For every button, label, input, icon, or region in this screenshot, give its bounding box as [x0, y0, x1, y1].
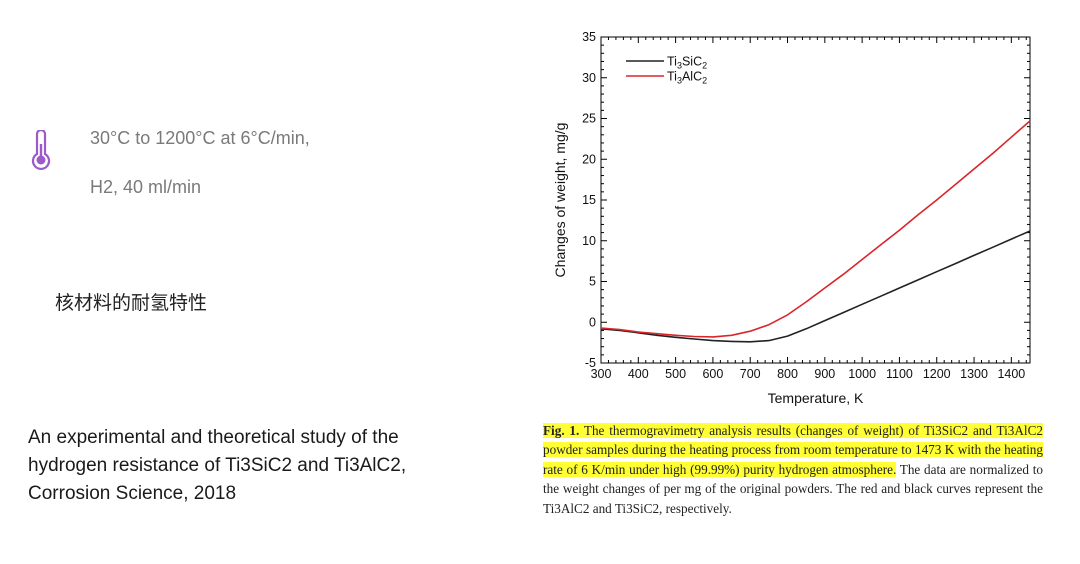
heating-condition-text: 30°C to 1200°C at 6°C/min, [90, 128, 310, 148]
x-tick-label: 500 [665, 367, 686, 381]
thermometer-icon [30, 128, 52, 171]
y-tick-label: 35 [582, 30, 596, 44]
legend-label: Ti3SiC2 [667, 55, 707, 71]
y-tick-label: 0 [589, 315, 596, 329]
reference-line: hydrogen resistance of Ti3SiC2 and Ti3Al… [28, 455, 407, 476]
x-tick-label: 700 [740, 367, 761, 381]
caption-highlight: Fig. 1. The thermogravimetry analysis re… [543, 423, 1043, 477]
tga-chart: 300 400 500 600 700 800 900 1000 1100 1200 1300 140… [552, 30, 1031, 406]
reference-line: Corrosion Science, 2018 [28, 483, 237, 504]
x-tick-label: 300 [591, 367, 612, 381]
x-tick-label: 900 [814, 367, 835, 381]
y-axis-label: Changes of weight, mg/g [552, 123, 568, 278]
legend-label: Ti3AlC2 [667, 70, 707, 86]
series-line-ti3sic2 [600, 230, 1031, 343]
x-tick-label: 1000 [848, 367, 876, 381]
y-tick-label: 15 [582, 193, 596, 207]
caption-rest-text: The data are normalized to the weight ch… [543, 461, 1043, 516]
series-line-ti3alc2 [600, 120, 1031, 338]
slide-title: 核材料的耐氢特性 [55, 292, 208, 314]
x-axis-label: Temperature, K [768, 390, 864, 406]
x-tick-label: 1200 [923, 367, 951, 381]
figure-caption: Fig. 1. The thermogravimetry analysis re… [543, 421, 1043, 518]
reference-citation: An experimental and theoretical study of… [28, 424, 498, 508]
y-tick-label: 20 [582, 152, 596, 166]
y-tick-label: -5 [585, 356, 596, 370]
plot-frame [600, 36, 1031, 364]
x-tick-label: 1100 [886, 367, 913, 381]
caption-fig-label: Fig. 1. [543, 423, 580, 438]
y-tick-label: 30 [582, 71, 596, 85]
y-tick-label: 10 [582, 234, 596, 248]
x-tick-label: 1400 [997, 367, 1025, 381]
x-tick-label: 800 [777, 367, 798, 381]
reference-line: An experimental and theoretical study of… [28, 427, 399, 448]
x-tick-label: 400 [628, 367, 649, 381]
x-tick-label: 1300 [960, 367, 988, 381]
atmosphere-condition-text: H2, 40 ml/min [90, 177, 202, 197]
caption-highlighted-text: The thermogravimetry analysis results (c… [543, 423, 1043, 477]
x-tick-label: 600 [702, 367, 723, 381]
y-tick-label: 5 [589, 275, 596, 289]
y-tick-label: 25 [582, 112, 596, 126]
